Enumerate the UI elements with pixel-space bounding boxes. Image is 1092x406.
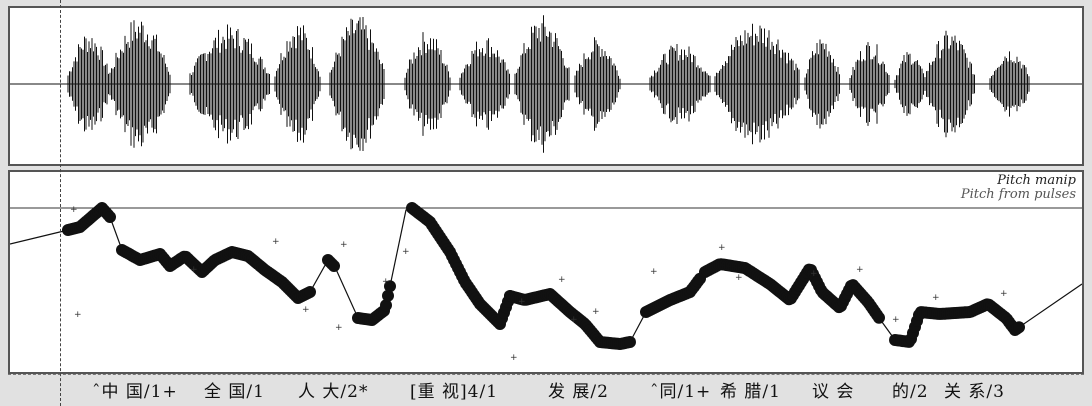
waveform-panel[interactable] — [8, 6, 1084, 166]
pitch-plot[interactable]: + + + + + + + + + + + + + + + + + + + + + + — [10, 172, 1082, 372]
textgrid-tier[interactable]: ˆ中 国/1+ 全 国/1 人 大/2* [重 视]4/1 发 展/2 ˆ同/1… — [8, 374, 1084, 402]
pulse-mark: + — [932, 293, 940, 303]
pulse-mark: + — [70, 205, 78, 215]
waveform-signal — [67, 15, 1030, 153]
pulse-mark: + — [718, 243, 726, 253]
pulse-mark: + — [810, 269, 818, 279]
pitch-point — [104, 211, 116, 223]
tier-label-de[interactable]: 的/2 — [892, 382, 929, 402]
pitch-point — [328, 260, 340, 272]
pitch-point — [304, 286, 316, 298]
pulse-mark: + — [856, 265, 864, 275]
tier-label-guanxi[interactable]: 关 系/3 — [944, 382, 1005, 402]
tier-label-tong[interactable]: ˆ同/1+ — [650, 382, 712, 402]
pitch-point — [873, 311, 885, 324]
pulse-mark: + — [510, 353, 518, 363]
tier-label-yihui[interactable]: 议 会 — [812, 382, 855, 402]
legend-pitch-manip: Pitch manip — [997, 173, 1076, 188]
pitch-panel[interactable]: Pitch manip Pitch from pulses + + + + + + + + + +… — [8, 170, 1084, 374]
pitch-point — [380, 299, 392, 312]
pitch-legend: Pitch manip Pitch from pulses — [961, 174, 1076, 202]
pulse-mark: + — [74, 310, 82, 320]
legend-pitch-from-pulses: Pitch from pulses — [960, 187, 1076, 202]
pulse-mark: + — [570, 315, 578, 325]
pitch-point — [624, 336, 636, 348]
pulse-mark: + — [190, 265, 198, 275]
tier-label-quanguo[interactable]: 全 国/1 — [204, 382, 265, 402]
pulse-mark: + — [592, 307, 600, 317]
pitch-point — [384, 280, 396, 293]
pulse-mark: + — [735, 273, 743, 283]
tier-label-fazhan[interactable]: 发 展/2 — [548, 382, 609, 402]
pulse-mark: + — [402, 247, 410, 257]
waveform-plot[interactable] — [10, 8, 1082, 164]
pulse-mark: + — [558, 275, 566, 285]
pulse-mark: + — [518, 297, 526, 307]
pulse-mark: + — [272, 237, 280, 247]
pulse-mark: + — [335, 323, 343, 333]
tier-label-zhongshi[interactable]: [重 视]4/1 — [410, 382, 499, 402]
pulse-mark: + — [340, 240, 348, 250]
tier-label-renda[interactable]: 人 大/2* — [298, 382, 369, 402]
tier-label-zhongguo[interactable]: ˆ中 国/1+ — [92, 382, 178, 402]
pulse-mark: + — [650, 267, 658, 277]
tier-label-xila[interactable]: 希 腊/1 — [720, 382, 781, 402]
pulse-mark: + — [1000, 289, 1008, 299]
pitch-point — [382, 289, 394, 302]
pulse-mark: + — [892, 315, 900, 325]
pulse-mark: + — [382, 277, 390, 287]
pitch-point — [1013, 321, 1025, 334]
pulse-mark: + — [302, 305, 310, 315]
